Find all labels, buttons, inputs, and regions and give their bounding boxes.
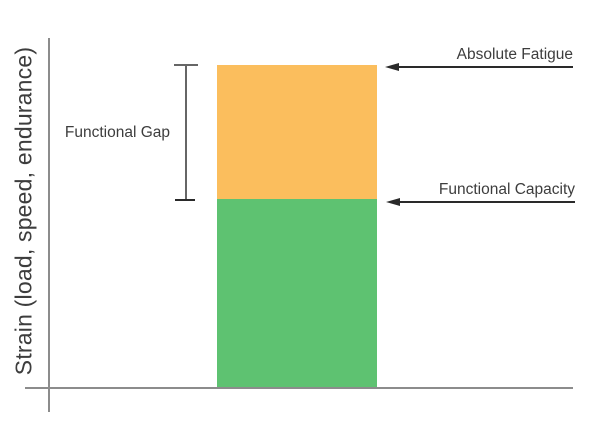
bar-segment-functional-capacity — [217, 199, 377, 387]
y-axis-line — [48, 38, 50, 412]
functional-gap-bracket-cap-top — [174, 64, 198, 66]
functional-gap-bracket-stem — [185, 64, 187, 200]
absolute-fatigue-arrow-line — [397, 66, 573, 68]
absolute-fatigue-label: Absolute Fatigue — [456, 46, 573, 63]
bar-segment-functional-gap — [217, 65, 377, 199]
functional-gap-bracket-cap-bottom — [175, 199, 195, 201]
x-axis-line — [25, 387, 573, 389]
functional-capacity-arrow-head — [386, 197, 400, 206]
absolute-fatigue-arrow-head — [385, 62, 399, 71]
functional-capacity-arrow-line — [398, 201, 575, 203]
functional-capacity-label: Functional Capacity — [438, 181, 575, 198]
functional-gap-label: Functional Gap — [64, 124, 170, 141]
y-axis-label: Strain (load, speed, endurance) — [10, 46, 37, 376]
